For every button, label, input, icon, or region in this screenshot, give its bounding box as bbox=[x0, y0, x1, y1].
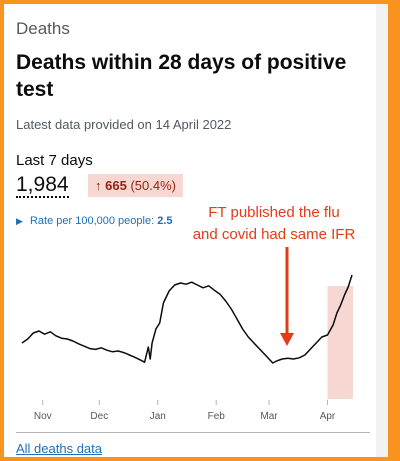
highlight-band bbox=[327, 286, 353, 399]
page-title: Deaths within 28 days of positive test bbox=[16, 51, 347, 101]
annotation-arrowhead bbox=[280, 333, 294, 346]
section-kicker: Deaths bbox=[16, 19, 70, 38]
divider bbox=[16, 432, 370, 433]
change-badge: ↑ 665 (50.4%) bbox=[88, 174, 183, 197]
x-tick-label: Feb bbox=[208, 411, 226, 422]
x-tick-label: Dec bbox=[90, 411, 108, 422]
x-tick-label: Apr bbox=[320, 411, 336, 422]
annotation-text: FT published the flu and covid had same … bbox=[184, 202, 364, 246]
annotation-line-1: FT published the flu bbox=[208, 204, 340, 221]
rate-toggle[interactable]: ▶ Rate per 100,000 people: 2.5 bbox=[16, 215, 173, 227]
rate-value: 2.5 bbox=[157, 215, 173, 227]
x-tick-label: Mar bbox=[260, 411, 278, 422]
data-updated-note: Latest data provided on 14 April 2022 bbox=[16, 117, 232, 132]
change-percent: (50.4%) bbox=[130, 178, 176, 193]
dashboard-card: Deaths Deaths within 28 days of positive… bbox=[4, 4, 388, 457]
all-deaths-link[interactable]: All deaths data bbox=[16, 441, 103, 456]
change-value: 665 bbox=[105, 178, 127, 193]
rate-label: Rate per 100,000 people: bbox=[29, 215, 155, 227]
weekly-total[interactable]: 1,984 bbox=[16, 173, 69, 198]
triangle-right-icon: ▶ bbox=[16, 216, 23, 226]
annotation-line-2: and covid had same IFR bbox=[192, 226, 356, 243]
x-tick-label: Jan bbox=[150, 411, 166, 422]
arrow-up-icon: ↑ bbox=[95, 178, 102, 193]
period-label: Last 7 days bbox=[16, 152, 93, 169]
x-tick-label: Nov bbox=[34, 411, 52, 422]
series-line bbox=[21, 274, 353, 364]
deaths-line-chart: Nov Dec Jan Feb Mar Apr bbox=[21, 247, 353, 422]
